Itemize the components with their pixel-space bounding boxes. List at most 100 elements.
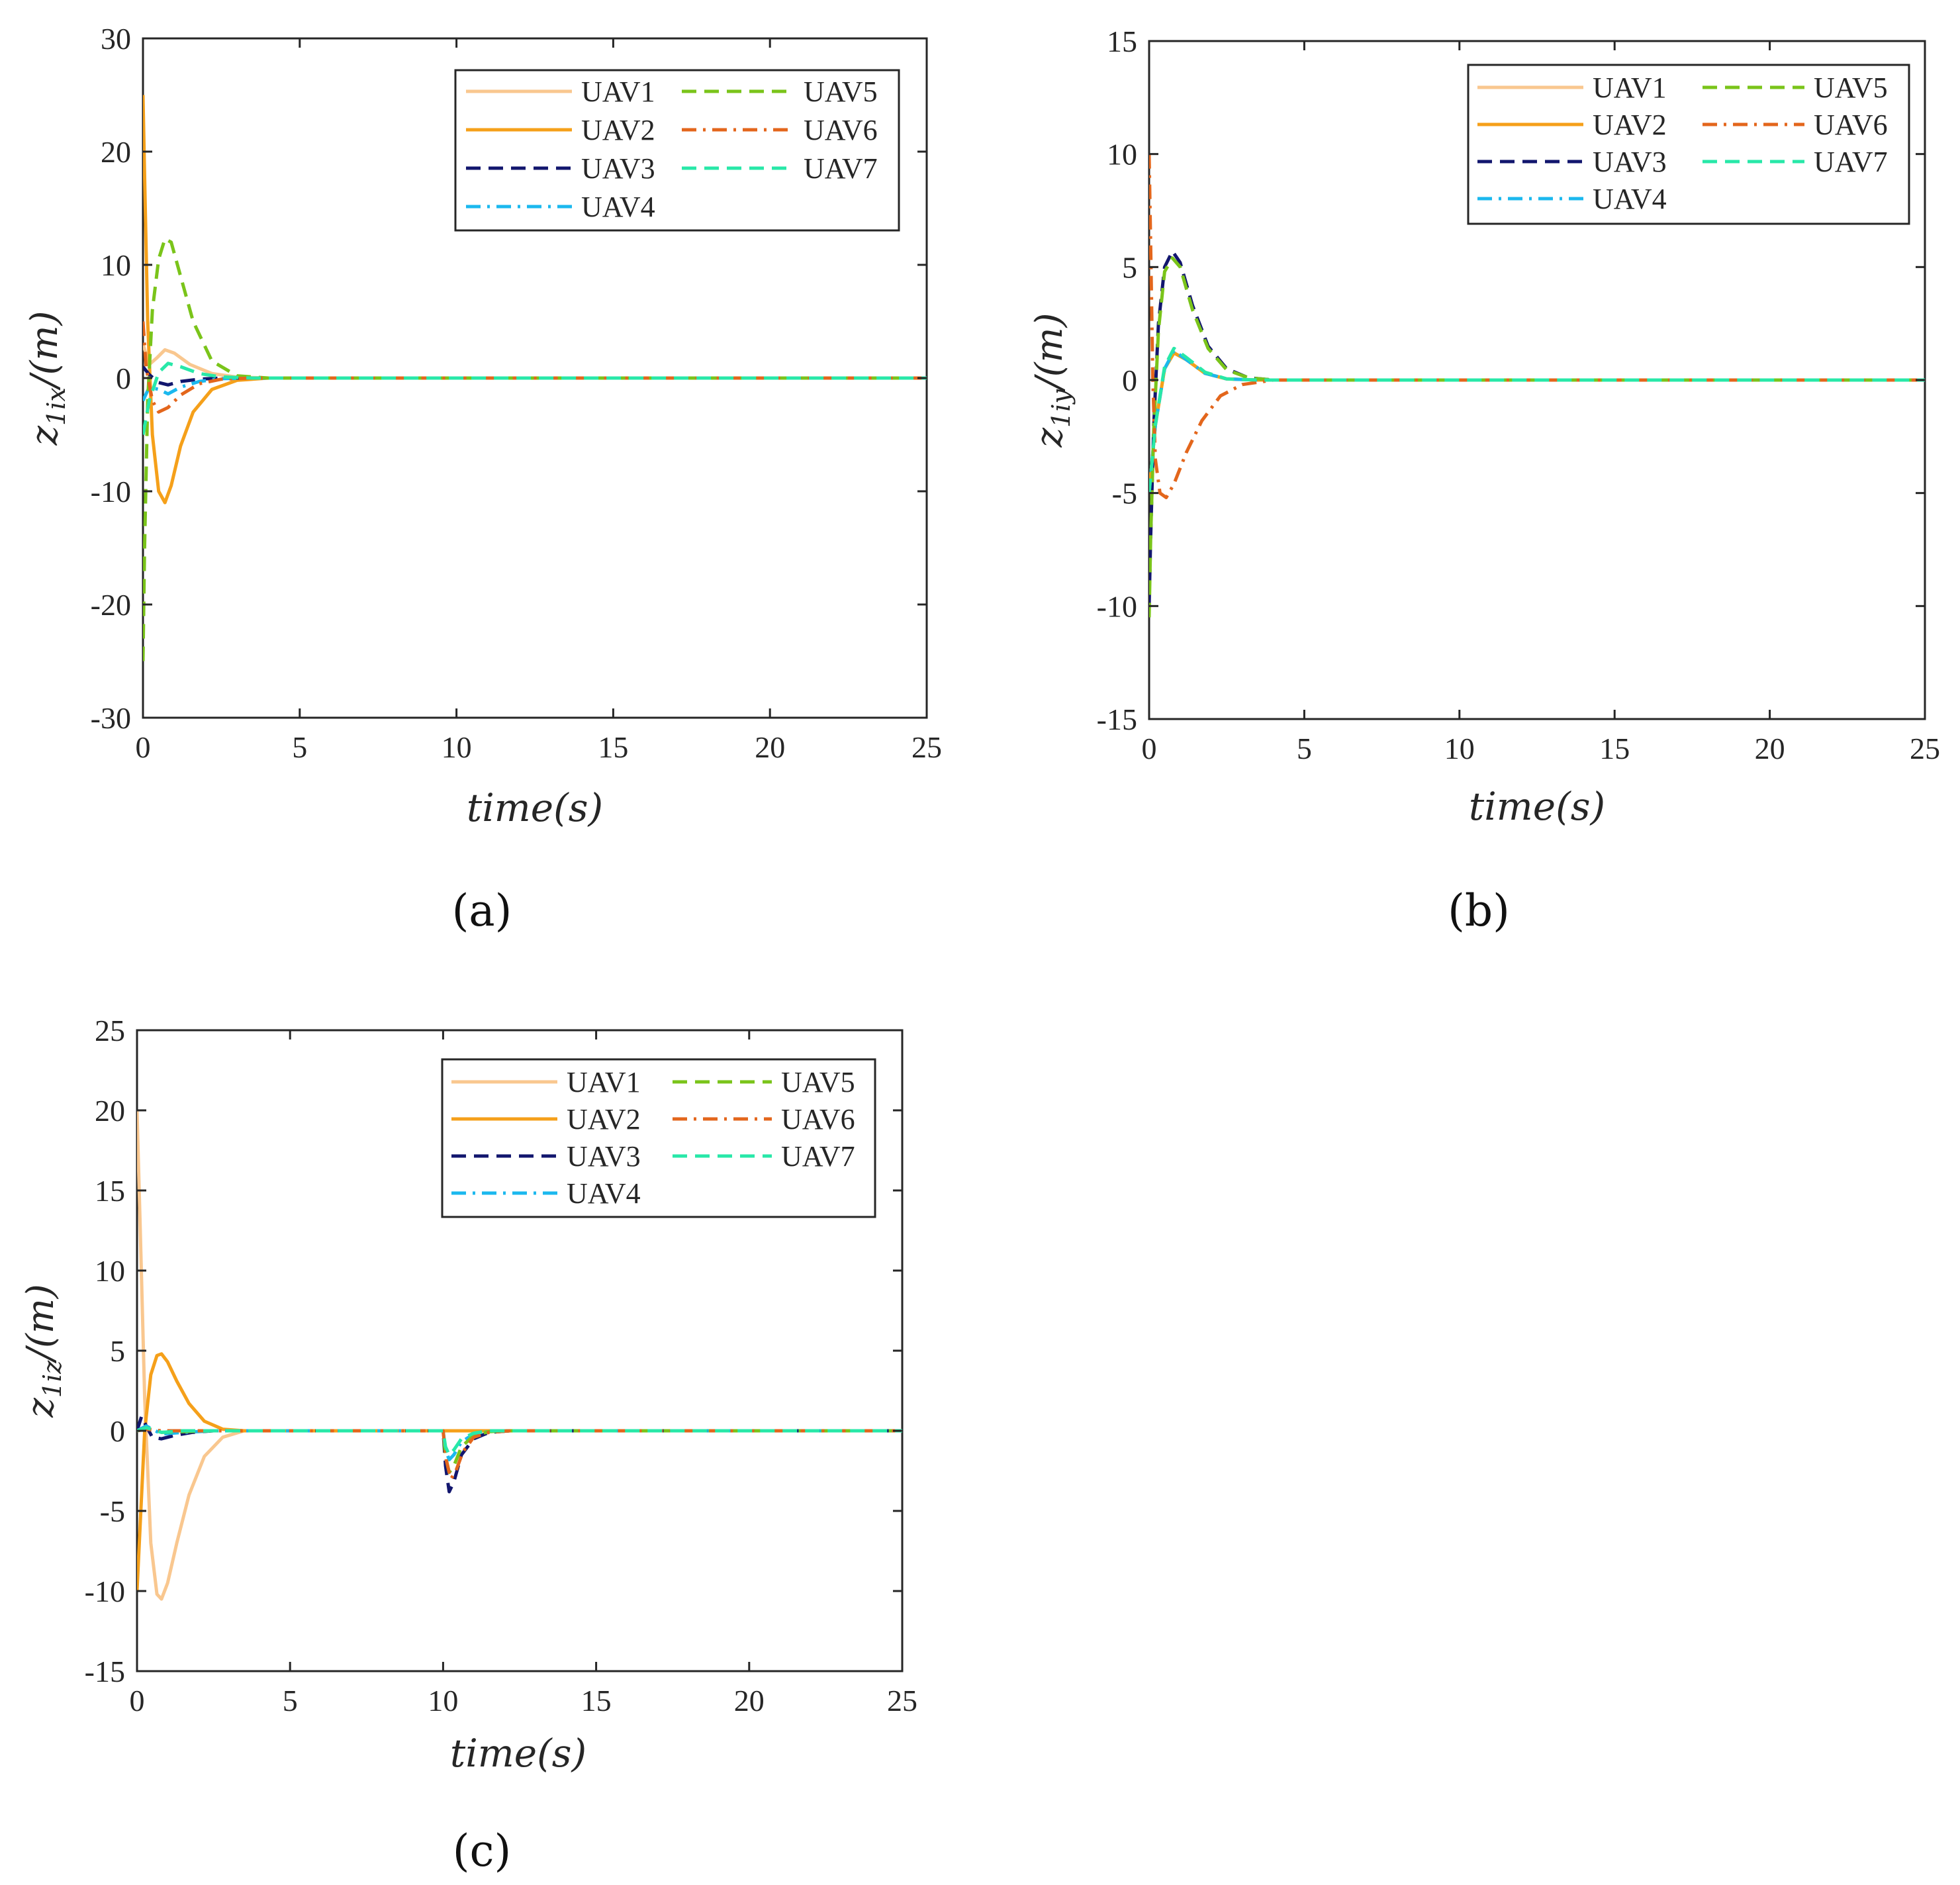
panel-a-xtick-label: 0	[136, 730, 151, 764]
panel-a-legend-label-uav6: UAV6	[804, 114, 878, 146]
panel-b-legend-label-uav6: UAV6	[1814, 109, 1888, 141]
panel-a-ytick-label: 20	[101, 135, 131, 169]
panel-a-ylabel-base: z	[23, 425, 66, 446]
panel-b-xtick-label: 15	[1599, 732, 1630, 765]
panel-a-series-uav6	[143, 321, 927, 414]
panel-c-xtick-label: 15	[581, 1684, 612, 1717]
panel-c: 0 5 10 15 20 25 -15 -10 -5 0 5 10 15 20 25 time(s) z1i…	[19, 1014, 917, 1876]
panel-b-legend-label-uav2: UAV2	[1593, 109, 1667, 141]
panel-a-xtick-label: 5	[292, 730, 307, 764]
panel-b-ytick-label: -5	[1112, 477, 1137, 510]
panel-a-legend-label-uav3: UAV3	[581, 152, 655, 185]
panel-c-series-uav6	[137, 1427, 902, 1481]
panel-a-legend-label-uav4: UAV4	[581, 191, 655, 223]
panel-c-legend-label-uav1: UAV1	[567, 1066, 641, 1098]
panel-b-ylabel-sub: 1iy	[1047, 389, 1076, 428]
panel-b-xtick-label: 0	[1142, 732, 1157, 765]
panel-b-ylabel: z1iy/(m)	[1028, 313, 1076, 448]
panel-c-xlabel: time(s)	[450, 1731, 586, 1776]
panel-c-xtick-label: 10	[428, 1684, 458, 1717]
panel-c-legend-label-uav7: UAV7	[781, 1140, 855, 1173]
panel-b-xtick-label: 5	[1297, 732, 1312, 765]
panel-c-ytick-label: -10	[85, 1574, 125, 1608]
panel-c-legend-label-uav2: UAV2	[567, 1103, 641, 1136]
panel-c-xtick-label: 5	[283, 1684, 298, 1717]
panel-c-ytick-label: 20	[95, 1094, 125, 1128]
panel-a-legend-label-uav5: UAV5	[804, 75, 878, 108]
panel-b-legend-label-uav5: UAV5	[1814, 72, 1888, 104]
panel-b-ytick-label: 15	[1107, 24, 1137, 58]
panel-c-ytick-label: -5	[100, 1494, 125, 1528]
panel-c-ytick-label: 5	[110, 1334, 125, 1368]
panel-a-xtick-label: 10	[442, 730, 472, 764]
panel-c-legend-label-uav6: UAV6	[781, 1103, 855, 1136]
panel-a-ylabel-sub: 1ix	[42, 387, 71, 426]
panel-b-legend: UAV1 UAV2 UAV3 UAV4 UAV5 UAV6 UAV7	[1467, 64, 1910, 225]
panel-a-legend-label-uav2: UAV2	[581, 114, 655, 146]
panel-a-legend-label-uav7: UAV7	[804, 152, 878, 185]
panel-a-ytick-label: -10	[91, 475, 131, 508]
panel-c-axes: 0 5 10 15 20 25 -15 -10 -5 0 5 10 15 20 25	[85, 1014, 917, 1717]
panel-c-legend-label-uav3: UAV3	[567, 1140, 641, 1173]
panel-a-ytick-label: 30	[101, 22, 131, 56]
panel-c-series-uav7	[137, 1426, 902, 1457]
panel-c-series-uav1	[137, 1110, 902, 1601]
panel-a-series-uav3	[143, 365, 927, 387]
panel-b-ytick-label: -10	[1097, 589, 1137, 623]
panel-c-legend-box	[441, 1058, 876, 1218]
panel-a-xtick-label: 25	[911, 730, 942, 764]
panel-a-ylabel: z1ix/(m)	[23, 311, 71, 446]
panel-a-legend-box	[454, 69, 900, 232]
panel-c-ytick-label: -15	[85, 1655, 125, 1688]
panel-a-ytick-label: 10	[101, 248, 131, 282]
panel-c-ylabel-tail: /(m)	[19, 1284, 62, 1364]
panel-b-ytick-label: 10	[1107, 138, 1137, 171]
panel-a-xlabel: time(s)	[467, 785, 603, 830]
panel-c-legend: UAV1 UAV2 UAV3 UAV4 UAV5 UAV6 UAV7	[441, 1058, 876, 1218]
panel-c-xtick-label: 25	[887, 1684, 917, 1717]
panel-a-xtick-label: 15	[598, 730, 628, 764]
panel-a-ylabel-tail: /(m)	[23, 311, 66, 391]
panel-c-ytick-label: 15	[95, 1174, 125, 1208]
panel-b-xlabel: time(s)	[1469, 784, 1605, 829]
panel-b-xtick-label: 25	[1910, 732, 1940, 765]
panel-c-xtick-label: 20	[734, 1684, 765, 1717]
panel-c-ytick-label: 25	[95, 1014, 125, 1047]
panel-c-ylabel: z1iz/(m)	[19, 1284, 67, 1418]
panel-b-series	[1149, 154, 1925, 618]
panel-b-legend-label-uav7: UAV7	[1814, 146, 1888, 178]
panel-b-legend-label-uav4: UAV4	[1593, 183, 1667, 215]
panel-c-ytick-label: 0	[110, 1414, 125, 1448]
panel-a-series	[143, 95, 927, 661]
panel-a: 0 5 10 15 20 25 -30 -20 -10 0 10 20 30 time(s) z1ix/…	[23, 22, 942, 936]
panel-a-axes: 0 5 10 15 20 25 -30 -20 -10 0 10 20 30	[91, 22, 942, 764]
panel-c-xtick-label: 0	[130, 1684, 145, 1717]
panel-a-ytick-label: -30	[91, 701, 131, 735]
panel-b-ytick-label: -15	[1097, 702, 1137, 736]
panel-b-axes: 0 5 10 15 20 25 -15 -10 -5 0 5 10 15	[1097, 24, 1940, 765]
panel-c-legend-label-uav4: UAV4	[567, 1177, 641, 1210]
panel-b-legend-label-uav1: UAV1	[1593, 72, 1667, 104]
panel-c-caption: (c)	[453, 1825, 511, 1876]
panel-b-caption: (b)	[1448, 885, 1510, 936]
panel-b-series-uav7	[1149, 346, 1925, 493]
panel-b-legend-label-uav3: UAV3	[1593, 146, 1667, 178]
panel-b-ylabel-tail: /(m)	[1028, 313, 1071, 393]
panel-a-series-uav7	[143, 362, 927, 435]
panel-a-legend-label-uav1: UAV1	[581, 75, 655, 108]
panel-c-legend-label-uav5: UAV5	[781, 1066, 855, 1098]
panel-a-xtick-label: 20	[755, 730, 785, 764]
panel-a-series-uav2	[143, 95, 927, 505]
panel-b-ytick-label: 5	[1122, 250, 1137, 284]
panel-b-ytick-label: 0	[1122, 363, 1137, 397]
panel-b: 0 5 10 15 20 25 -15 -10 -5 0 5 10 15 time(s) z1iy/(m…	[1028, 24, 1940, 936]
panel-b-xtick-label: 20	[1755, 732, 1785, 765]
panel-a-caption: (a)	[452, 885, 512, 936]
panel-b-xtick-label: 10	[1444, 732, 1475, 765]
panel-c-ylabel-sub: 1iz	[38, 1360, 67, 1398]
panel-c-ytick-label: 10	[95, 1254, 125, 1288]
panel-c-ylabel-base: z	[19, 1398, 62, 1418]
panel-a-ytick-label: -20	[91, 588, 131, 622]
panel-a-legend: UAV1 UAV2 UAV3 UAV4 UAV5 UAV6 UAV7	[454, 69, 900, 232]
